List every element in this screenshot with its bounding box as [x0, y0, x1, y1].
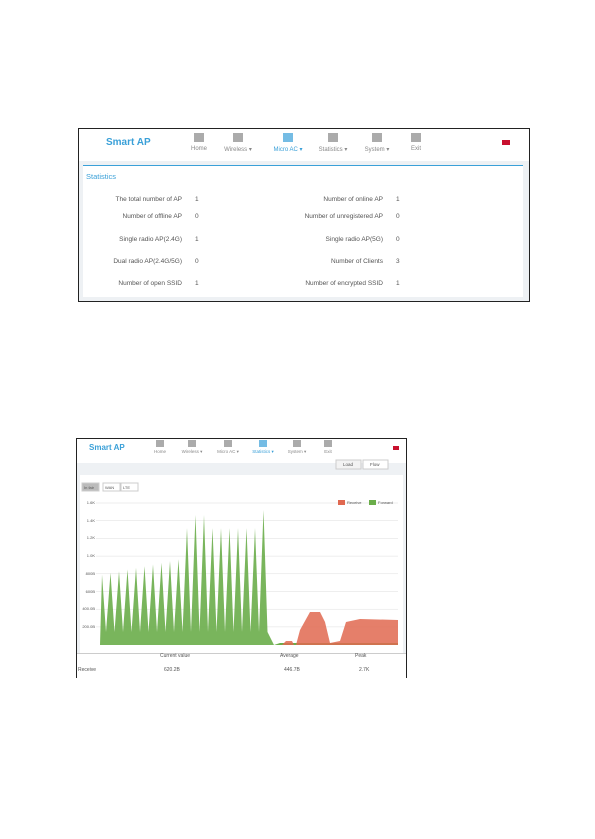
- tab: [362, 459, 389, 470]
- tab-label[interactable]: Flow: [370, 462, 380, 467]
- stat-label: Number of open SSID: [118, 280, 182, 287]
- y-tick-label: 1.2K: [86, 535, 95, 541]
- stat-label: Number of unregistered AP: [304, 213, 383, 220]
- legend-swatch: [338, 500, 345, 505]
- stat-value: 0: [396, 213, 400, 220]
- table-bg: [77, 653, 406, 678]
- legend-swatch: [369, 500, 376, 505]
- nav-item[interactable]: Home: [153, 449, 167, 454]
- filter-button: [102, 482, 121, 492]
- stat-value: 1: [396, 280, 400, 287]
- stat-label: Number of offline AP: [122, 213, 183, 220]
- stat-value: 0: [396, 236, 400, 243]
- stat-label: Number of online AP: [323, 196, 383, 203]
- filter-label[interactable]: WAN: [105, 485, 115, 490]
- nav-icon: [233, 133, 243, 142]
- stat-value: 0: [195, 213, 199, 220]
- table-cell: Receive: [78, 667, 97, 673]
- tab-label[interactable]: Load: [343, 462, 354, 467]
- receive-area: [282, 641, 294, 645]
- nav-item[interactable]: Wireless: [182, 449, 203, 455]
- nav-icon: [188, 440, 196, 447]
- flag: [502, 140, 510, 145]
- tab: [335, 459, 362, 470]
- nav-icon: [156, 440, 164, 447]
- panel: [83, 165, 523, 297]
- table-header: Current value: [160, 653, 191, 659]
- y-tick-label: 600B: [85, 588, 95, 594]
- y-tick-label: 1.4K: [86, 517, 95, 523]
- filter-button: [120, 482, 139, 492]
- nav-icon: [328, 133, 338, 142]
- nav-item[interactable]: Statistics: [319, 146, 348, 153]
- flag: [393, 446, 399, 450]
- stat-label: Dual radio AP(2.4G/5G): [113, 258, 182, 265]
- table-header: Average: [280, 653, 299, 659]
- brand: Smart AP: [89, 443, 125, 452]
- stat-label: Single radio AP(5G): [325, 236, 383, 243]
- stat-value: 1: [195, 280, 199, 287]
- nav-icon: [324, 440, 332, 447]
- panel-rule: [83, 165, 523, 166]
- filter-button: [81, 482, 100, 492]
- screenshot-statistics: [78, 128, 530, 302]
- forward-spikes: [100, 510, 274, 645]
- nav-icon: [293, 440, 301, 447]
- nav-item[interactable]: System: [288, 449, 307, 455]
- legend-label: Receive: [347, 500, 362, 505]
- y-tick-label: 400.0B: [82, 606, 95, 612]
- nav-item[interactable]: Home: [190, 146, 208, 152]
- stat-value: 1: [195, 196, 199, 203]
- stat-label: Number of Clients: [330, 258, 383, 265]
- nav-icon: [224, 440, 232, 447]
- section-title: Statistics: [86, 172, 117, 181]
- nav-icon: [372, 133, 382, 142]
- y-tick-label: 1.6K: [86, 500, 95, 505]
- nav-item[interactable]: Exit: [410, 146, 422, 152]
- stat-value: 3: [396, 258, 400, 265]
- nav-item[interactable]: Wireless: [224, 146, 252, 153]
- table-cell: 2.7K: [359, 667, 370, 673]
- stat-label: Number of encrypted SSID: [305, 280, 383, 287]
- nav-icon: [194, 133, 204, 142]
- stat-value: 1: [396, 196, 400, 203]
- nav-item[interactable]: System: [365, 146, 390, 153]
- filter-label[interactable]: In fair: [84, 485, 95, 490]
- nav-icon: [259, 440, 267, 447]
- nav-item[interactable]: Statistics: [252, 449, 274, 455]
- legend-label: Forward: [378, 500, 393, 505]
- table-cell: 446.7B: [284, 667, 300, 673]
- nav-item[interactable]: Micro AC: [217, 449, 239, 455]
- nav-icon: [411, 133, 421, 142]
- filter-label[interactable]: LTE: [123, 485, 131, 490]
- nav-item[interactable]: Exit: [324, 449, 332, 454]
- stat-label: The total number of AP: [115, 196, 182, 203]
- receive-area: [296, 612, 398, 645]
- stat-label: Single radio AP(2.4G): [119, 236, 182, 243]
- table-header: Peak: [355, 653, 367, 659]
- nav-item[interactable]: Micro AC: [273, 146, 302, 153]
- stat-value: 1: [195, 236, 199, 243]
- y-tick-label: 1.0K: [86, 553, 95, 559]
- stat-value: 0: [195, 258, 199, 265]
- y-tick-label: 800B: [85, 570, 95, 576]
- y-tick-label: 200.0B: [82, 623, 95, 629]
- brand: Smart AP: [106, 137, 151, 148]
- table-cell: 620.2B: [164, 667, 180, 673]
- nav-icon: [283, 133, 293, 142]
